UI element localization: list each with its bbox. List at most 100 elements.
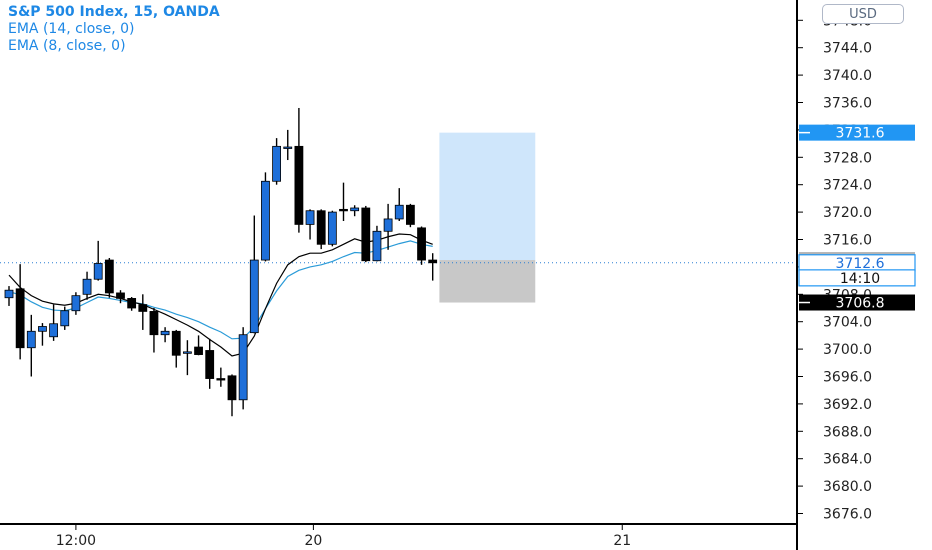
price-tick-label: 3680.0 <box>823 479 872 495</box>
candle[interactable] <box>339 182 348 222</box>
price-label-box <box>799 294 915 311</box>
price-label-text: 3712.6 <box>836 256 885 272</box>
candle[interactable] <box>194 335 203 356</box>
candle-body <box>417 227 426 261</box>
candle-body <box>261 180 270 261</box>
time-tick-label: 20 <box>304 533 322 549</box>
candle[interactable] <box>160 327 170 343</box>
candle[interactable] <box>60 306 70 330</box>
candle[interactable] <box>127 297 137 311</box>
price-tick-label: 3724.0 <box>823 178 872 194</box>
price-tick-label: 3696.0 <box>823 370 872 386</box>
candle-body <box>272 145 282 182</box>
price-tick-label: 3688.0 <box>823 424 872 440</box>
time-tick-label: 12:00 <box>56 533 96 549</box>
price-tick-label: 3740.0 <box>823 68 872 84</box>
candle[interactable] <box>383 203 393 250</box>
candle-body <box>160 330 170 336</box>
candle-body <box>205 350 215 379</box>
candle-body <box>49 323 58 338</box>
candle[interactable] <box>138 294 148 330</box>
candle-body <box>60 310 70 327</box>
candle-body <box>394 204 404 220</box>
candle-body <box>149 311 159 336</box>
candle[interactable] <box>38 323 47 346</box>
candle[interactable] <box>4 286 14 306</box>
price-tick-label: 3676.0 <box>823 507 872 523</box>
candle[interactable] <box>316 209 326 250</box>
candle[interactable] <box>327 210 337 247</box>
candle[interactable] <box>261 172 270 262</box>
candle[interactable] <box>149 308 159 353</box>
candle[interactable] <box>15 264 25 360</box>
candle-body <box>26 330 36 349</box>
price-axis[interactable]: 3676.0 3680.0 3684.0 3688.0 3692.0 3696.0 3700… <box>796 0 932 550</box>
candle[interactable] <box>249 215 259 334</box>
time-axis[interactable]: 12:00 20 21 <box>0 523 797 549</box>
price-label-box <box>798 269 916 287</box>
price-label-countdown[interactable]: 14:10 <box>798 269 916 287</box>
candle[interactable] <box>428 253 438 281</box>
candle[interactable] <box>116 290 125 304</box>
candle-body <box>4 289 14 299</box>
candle-body <box>316 210 326 245</box>
currency-button[interactable]: USD <box>822 4 904 24</box>
price-tick-label: 3692.0 <box>823 397 872 413</box>
stop-zone[interactable] <box>439 260 536 303</box>
candle[interactable] <box>216 367 226 387</box>
profit-zone[interactable] <box>439 132 536 261</box>
candle[interactable] <box>272 138 282 185</box>
candle[interactable] <box>93 240 103 281</box>
candle-body <box>283 146 293 149</box>
price-label-target[interactable]: 3731.6 <box>799 124 915 142</box>
candle[interactable] <box>372 225 382 262</box>
candle[interactable] <box>238 327 248 410</box>
candle-body <box>383 218 393 232</box>
candle[interactable] <box>394 188 404 222</box>
candle[interactable] <box>71 292 81 315</box>
candle-body <box>238 334 248 401</box>
candle-body <box>294 145 304 225</box>
price-tick-label: 3736.0 <box>823 96 872 112</box>
symbol-title[interactable]: S&P 500 Index, 15, OANDA <box>8 4 220 20</box>
candle[interactable] <box>227 374 237 417</box>
price-label-stop[interactable]: 3706.8 <box>799 294 915 312</box>
price-label-last[interactable]: 3712.6 <box>798 254 916 272</box>
ema14-legend[interactable]: EMA (14, close, 0) <box>8 21 135 37</box>
candle[interactable] <box>82 271 92 300</box>
candle-body <box>249 259 259 334</box>
candle[interactable] <box>283 129 293 161</box>
candle-body <box>82 278 92 295</box>
candle-body <box>38 326 47 332</box>
price-label-text: 3731.6 <box>836 126 885 142</box>
candle-body <box>361 207 371 262</box>
price-tick-label: 3684.0 <box>823 452 872 468</box>
candle-body <box>350 207 360 212</box>
candle[interactable] <box>361 205 371 263</box>
ema8-legend[interactable]: EMA (8, close, 0) <box>8 38 126 54</box>
time-tick-label: 21 <box>613 533 631 549</box>
candle[interactable] <box>205 338 215 389</box>
price-label-text: 3706.8 <box>836 296 885 312</box>
candle-body <box>182 351 192 354</box>
price-tick-label: 3700.0 <box>823 342 872 358</box>
price-label-box <box>799 124 915 141</box>
candle[interactable] <box>182 340 192 376</box>
chart-legend: S&P 500 Index, 15, OANDA EMA (14, close,… <box>8 4 220 55</box>
chart-pane[interactable] <box>0 107 796 417</box>
candle-body <box>194 346 203 355</box>
candle-body <box>127 298 137 309</box>
price-tick-label: 3720.0 <box>823 205 872 221</box>
candle[interactable] <box>417 226 426 265</box>
candle[interactable] <box>305 209 315 240</box>
candle[interactable] <box>405 203 415 228</box>
candle[interactable] <box>171 329 181 368</box>
candle[interactable] <box>104 257 114 298</box>
candle[interactable] <box>350 205 360 217</box>
candle[interactable] <box>294 107 304 233</box>
candle[interactable] <box>26 314 36 377</box>
candle-body <box>116 292 125 299</box>
candle[interactable] <box>49 304 58 341</box>
candle-body <box>372 230 382 262</box>
